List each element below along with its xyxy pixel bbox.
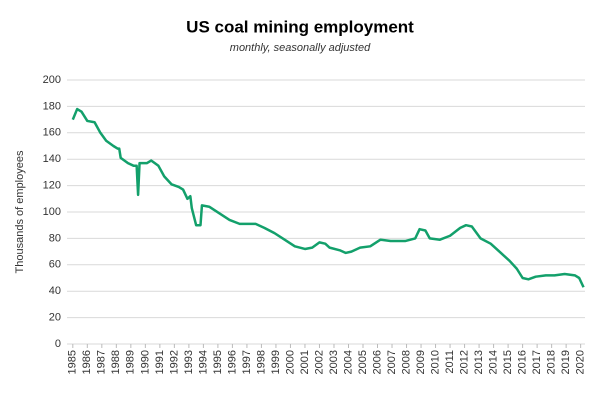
x-tick-label: 1991 <box>154 350 166 374</box>
data-line <box>71 107 585 288</box>
x-tick-label: 2018 <box>546 350 558 374</box>
y-tick-label: 160 <box>43 127 61 139</box>
y-tick-label: 0 <box>55 338 61 350</box>
x-tick-label: 2012 <box>458 350 470 374</box>
x-tick-label: 1988 <box>110 350 122 374</box>
x-tick-label: 2016 <box>517 350 529 374</box>
x-tick-label: 1993 <box>183 350 195 374</box>
x-tick-label: 1986 <box>81 350 93 374</box>
x-tick-label: 2009 <box>415 350 427 374</box>
x-tick-label: 1992 <box>168 350 180 374</box>
x-tick-label: 2007 <box>386 350 398 374</box>
y-tick-label: 140 <box>43 153 61 165</box>
x-tick-label: 2010 <box>429 350 441 374</box>
y-tick-label: 40 <box>49 285 61 297</box>
y-axis-label: Thousands of employees <box>14 150 26 273</box>
y-tick-label: 80 <box>49 232 61 244</box>
x-tick-label: 1998 <box>255 350 267 374</box>
x-tick-label: 1985 <box>67 350 79 374</box>
y-tick-label: 60 <box>49 259 61 271</box>
y-tick-label: 100 <box>43 206 61 218</box>
y-tick-label: 120 <box>43 180 61 192</box>
y-tick-label: 180 <box>43 100 61 112</box>
x-tick-label: 2013 <box>473 350 485 374</box>
y-tick-label: 20 <box>49 312 61 324</box>
x-tick-label: 2001 <box>299 350 311 374</box>
x-tick-label: 1999 <box>270 350 282 374</box>
x-tick-label: 1989 <box>125 350 137 374</box>
x-tick-label: 2002 <box>313 350 325 374</box>
x-tick-label: 1990 <box>139 350 151 374</box>
x-tick-label: 2006 <box>371 350 383 374</box>
x-tick-label: 2005 <box>357 350 369 374</box>
x-tick-label: 1997 <box>241 350 253 374</box>
x-tick-label: 1994 <box>197 350 209 374</box>
x-tick-label: 2019 <box>560 350 572 374</box>
x-tick-label: 2008 <box>400 350 412 374</box>
chart-title: US coal mining employment <box>186 17 414 36</box>
y-tick-label: 200 <box>43 74 61 86</box>
x-tick-label: 1987 <box>96 350 108 374</box>
x-tick-label: 2011 <box>444 350 456 374</box>
x-tick-label: 1995 <box>212 350 224 374</box>
x-tick-label: 2003 <box>328 350 340 374</box>
x-tick-label: 2020 <box>575 350 587 374</box>
x-tick-label: 2000 <box>284 350 296 374</box>
x-tick-label: 2004 <box>342 350 354 374</box>
x-tick-label: 2015 <box>502 350 514 374</box>
chart-subtitle: monthly, seasonally adjusted <box>230 42 371 54</box>
x-tick-label: 2014 <box>487 350 499 374</box>
x-tick-label: 2017 <box>531 350 543 374</box>
x-tick-label: 1996 <box>226 350 238 374</box>
